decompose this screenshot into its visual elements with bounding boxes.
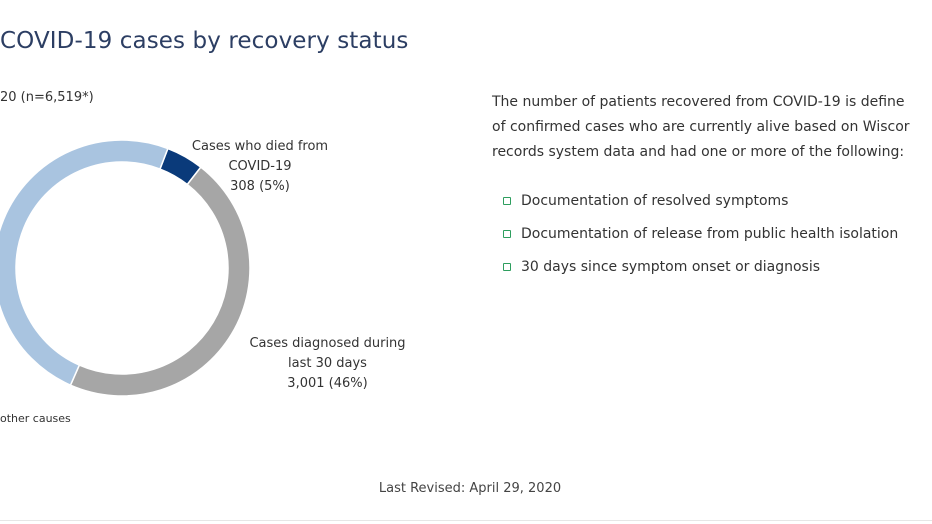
definition-line-3: records system data and had one or more … <box>492 144 905 160</box>
donut-slice-2[interactable] <box>0 139 169 387</box>
criteria-item: 30 days since symptom onset or diagnosis <box>503 250 898 283</box>
criteria-text: Documentation of resolved symptoms <box>521 192 789 209</box>
criteria-item: Documentation of release from public hea… <box>503 217 898 250</box>
recovery-criteria-list: Documentation of resolved symptoms Docum… <box>503 184 898 283</box>
recovery-definition: The number of patients recovered from CO… <box>492 90 932 165</box>
chart-title: COVID-19 cases by recovery status <box>0 28 409 54</box>
diagnosed-label-line2: last 30 days <box>288 356 367 371</box>
bottom-divider <box>0 520 932 521</box>
criteria-text: 30 days since symptom onset or diagnosis <box>521 258 821 275</box>
definition-line-1: The number of patients recovered from CO… <box>492 94 905 110</box>
died-label: Cases who died from COVID-19 308 (5%) <box>190 137 330 197</box>
died-label-line1: Cases who died from <box>191 139 329 154</box>
diagnosed-label-line1: Cases diagnosed during <box>249 336 406 351</box>
diagnosed-label-value: 3,001 (46%) <box>287 376 368 391</box>
died-label-line2: COVID-19 <box>228 159 292 174</box>
square-bullet-icon <box>503 229 511 238</box>
diagnosed-label: Cases diagnosed during last 30 days 3,00… <box>240 334 415 394</box>
other-causes-label: other causes <box>0 412 71 425</box>
donut-slice-1[interactable] <box>69 166 251 397</box>
square-bullet-icon <box>503 262 511 271</box>
chart-subtitle: 20 (n=6,519*) <box>0 90 94 105</box>
criteria-item: Documentation of resolved symptoms <box>503 184 898 217</box>
criteria-text: Documentation of release from public hea… <box>521 225 899 242</box>
last-revised: Last Revised: April 29, 2020 <box>378 481 562 496</box>
died-label-value: 308 (5%) <box>230 179 290 194</box>
definition-line-2: of confirmed cases who are currently ali… <box>492 119 910 135</box>
square-bullet-icon <box>503 196 511 205</box>
